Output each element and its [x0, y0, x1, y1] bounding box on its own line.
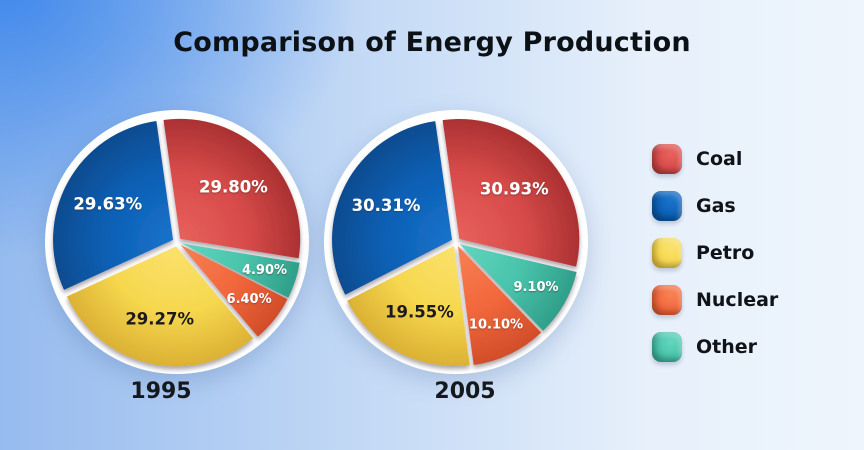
legend-swatch-nuclear: [652, 285, 682, 315]
pie-slice-coal: [163, 118, 301, 259]
pie-slice-gas: [53, 121, 174, 290]
pie-slice-label: 4.90%: [242, 263, 287, 278]
legend-swatch-petro: [652, 238, 682, 268]
legend-item-petro: Petro: [652, 238, 778, 268]
pie-caption-2005: 2005: [434, 379, 496, 404]
pie-slice-label: 29.27%: [125, 310, 194, 329]
legend-item-gas: Gas: [652, 191, 778, 221]
legend-swatch-coal: [652, 144, 682, 174]
pie-slice-label: 29.63%: [73, 195, 142, 214]
legend-label: Other: [696, 336, 758, 358]
legend-swatch-gas: [652, 191, 682, 221]
legend-label: Gas: [696, 195, 736, 217]
pie-slice-petro: [66, 246, 254, 367]
pie-slice-label: 6.40%: [227, 292, 272, 307]
legend-label: Coal: [696, 148, 743, 170]
pie-slice-label: 30.93%: [480, 179, 549, 198]
pie-slice-nuclear: [180, 244, 288, 337]
pie-slice-label: 29.80%: [199, 177, 268, 196]
pie-slice-petro: [347, 245, 470, 366]
pie-chart-2005: 30.93% 9.10% 10.10% 19.55% 30.31%: [324, 110, 588, 374]
legend-item-nuclear: Nuclear: [652, 285, 778, 315]
pie-slice-label: 10.10%: [469, 318, 523, 333]
pie-slice-label: 19.55%: [385, 302, 454, 321]
pie-slice-other: [181, 243, 300, 298]
pie-caption-1995: 1995: [130, 379, 192, 404]
pie-slice-other: [459, 244, 577, 331]
pie-chart-1995: 29.80% 4.90% 6.40% 29.27% 29.63%: [45, 110, 309, 374]
pie-slice-gas: [332, 121, 453, 295]
pie-slice-label: 30.31%: [352, 196, 421, 215]
chart-title: Comparison of Energy Production: [173, 27, 691, 58]
legend: Coal Gas Petro Nuclear Other: [652, 144, 778, 362]
pie-slice-nuclear: [457, 246, 542, 366]
pie-slice-label: 9.10%: [513, 280, 558, 295]
legend-swatch-other: [652, 332, 682, 362]
legend-label: Petro: [696, 242, 755, 264]
legend-item-other: Other: [652, 332, 778, 362]
pie-slice-coal: [442, 118, 580, 267]
legend-item-coal: Coal: [652, 144, 778, 174]
legend-label: Nuclear: [696, 289, 779, 311]
